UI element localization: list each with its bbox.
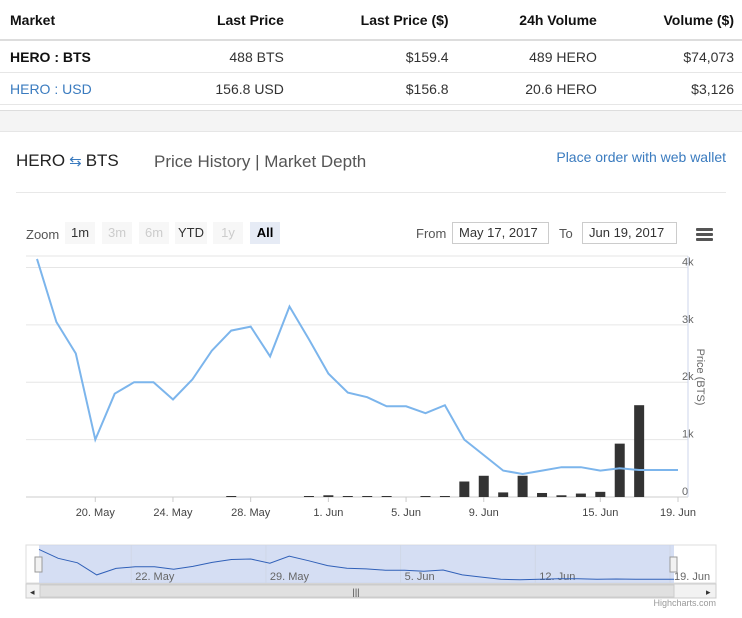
section-divider [0, 110, 742, 132]
last-price-usd: $156.8 [291, 72, 457, 105]
x-tick-label: 9. Jun [469, 507, 499, 519]
scrollbar-thumb[interactable] [39, 584, 675, 598]
volume-24h: 20.6 HERO [456, 72, 605, 105]
base-asset: HERO [16, 151, 66, 170]
scroll-right-arrow-icon[interactable]: ▸ [706, 587, 711, 597]
volume-bar [614, 443, 625, 497]
volume-usd: $74,073 [604, 40, 742, 73]
col-volume-usd: Volume ($) [604, 0, 742, 41]
volume-bar [498, 492, 509, 497]
hamburger-menu-icon[interactable] [696, 228, 713, 242]
price-line [36, 258, 678, 476]
volume-bar [420, 496, 431, 497]
scrollbar-grip-icon: ||| [352, 587, 359, 597]
volume-bar [342, 496, 353, 497]
volume-bar [439, 496, 450, 497]
col-market: Market [0, 0, 158, 41]
market-name: HERO : BTS [0, 40, 158, 73]
volume-usd: $3,126 [604, 72, 742, 105]
markets-table: Market Last Price Last Price ($) 24h Vol… [0, 0, 742, 105]
volume-bar [381, 496, 392, 497]
from-label: From [416, 226, 447, 241]
x-tick-label: 20. May [76, 507, 116, 519]
x-tick-label: 1. Jun [313, 507, 343, 519]
market-row-hero-usd[interactable]: HERO : USD 156.8 USD $156.8 20.6 HERO $3… [0, 72, 742, 105]
navigator-tick-label: 5. Jun [405, 571, 435, 583]
volume-24h: 489 HERO [456, 40, 605, 73]
volume-bar [478, 475, 489, 497]
navigator-tick-label: 19. Jun [674, 571, 710, 583]
zoom-1m-button[interactable]: 1m [65, 222, 95, 244]
y-axis-title: Price (BTS) [694, 349, 706, 406]
chart-tabs[interactable]: Price History | Market Depth [154, 152, 367, 171]
x-tick-label: 5. Jun [391, 507, 421, 519]
volume-bar [556, 495, 567, 497]
volume-bar [517, 475, 528, 497]
navigator-tick-label: 12. Jun [539, 571, 575, 583]
to-label: To [559, 226, 573, 241]
navigator-tick-label: 29. May [270, 571, 310, 583]
to-date-input[interactable]: Jun 19, 2017 [582, 222, 677, 244]
swap-arrows-icon[interactable]: ⇆ [69, 153, 82, 170]
zoom-all-button[interactable]: All [250, 222, 280, 244]
zoom-3m-button[interactable]: 3m [102, 222, 132, 244]
market-name-link[interactable]: HERO : USD [0, 72, 158, 105]
col-24h-volume: 24h Volume [456, 0, 605, 41]
navigator-left-handle[interactable] [34, 556, 43, 573]
volume-bar [537, 492, 548, 497]
col-last-price: Last Price [157, 0, 292, 41]
x-tick-label: 19. Jun [660, 507, 696, 519]
scroll-left-arrow-icon[interactable]: ◂ [30, 587, 35, 597]
zoom-6m-button[interactable]: 6m [139, 222, 169, 244]
header-divider [16, 192, 726, 193]
volume-bar [226, 496, 237, 497]
x-tick-label: 15. Jun [582, 507, 618, 519]
volume-bar [634, 405, 645, 497]
last-price: 488 BTS [157, 40, 292, 73]
from-date-input[interactable]: May 17, 2017 [452, 222, 549, 244]
x-tick-label: 28. May [231, 507, 271, 519]
markets-header-row: Market Last Price Last Price ($) 24h Vol… [0, 0, 742, 41]
last-price: 156.8 USD [157, 72, 292, 105]
navigator-right-handle[interactable] [669, 556, 678, 573]
last-price-usd: $159.4 [291, 40, 457, 73]
zoom-ytd-button[interactable]: YTD [175, 222, 207, 244]
y-tick-label: 0 [682, 486, 688, 498]
volume-bar [362, 496, 373, 497]
zoom-label: Zoom [26, 227, 60, 242]
navigator-selection [39, 545, 674, 583]
volume-bar [459, 481, 470, 497]
navigator-tick-label: 22. May [135, 571, 175, 583]
volume-bar [575, 493, 586, 497]
market-row-hero-bts[interactable]: HERO : BTS 488 BTS $159.4 489 HERO $74,0… [0, 40, 742, 73]
web-wallet-link[interactable]: Place order with web wallet [556, 149, 726, 165]
quote-asset: BTS [85, 151, 119, 170]
highcharts-credit[interactable]: Highcharts.com [653, 598, 716, 608]
volume-bar [595, 491, 606, 497]
pair-title: HERO ⇆ BTS [16, 151, 119, 171]
volume-bar [303, 496, 314, 497]
col-last-price-usd: Last Price ($) [291, 0, 457, 41]
navigator-series [38, 548, 674, 581]
zoom-1y-button[interactable]: 1y [213, 222, 243, 244]
x-tick-label: 24. May [153, 507, 193, 519]
volume-bar [323, 495, 334, 497]
